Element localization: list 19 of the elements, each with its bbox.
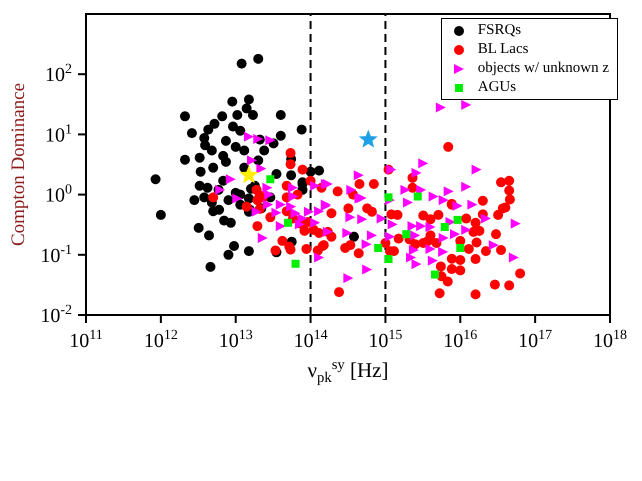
x-axis-title: ν$_{pk}$$^{sy}$ [Hz] <box>308 356 388 386</box>
y-tick-label: 10$^{1}$ <box>45 122 72 146</box>
y-tick-label: 10$^{-1}$ <box>40 243 72 267</box>
x-tick-label: 10$^{16}$ <box>443 328 478 352</box>
x-tick-label: 10$^{14}$ <box>294 328 328 352</box>
y-axis-title: Compton Dominance <box>8 82 29 246</box>
legend-label: BL Lacs <box>478 40 528 59</box>
x-tick-label: 10$^{13}$ <box>218 328 253 352</box>
x-tick-label: 10$^{12}$ <box>144 328 178 352</box>
x-tick-label: 10$^{18}$ <box>593 328 627 352</box>
x-tick-label: 10$^{15}$ <box>368 328 402 352</box>
x-tick-label: 10$^{17}$ <box>518 328 552 352</box>
y-tick-label: 10$^{2}$ <box>45 62 72 86</box>
x-tick-label: 10$^{11}$ <box>69 328 103 352</box>
y-tick-label: 10$^{-2}$ <box>40 303 72 327</box>
legend-label: FSRQs <box>478 21 522 40</box>
legend-label: AGUs <box>478 78 516 97</box>
legend-label: objects w/ unknown z <box>478 59 609 78</box>
y-tick-label: 10$^{0}$ <box>45 182 72 207</box>
